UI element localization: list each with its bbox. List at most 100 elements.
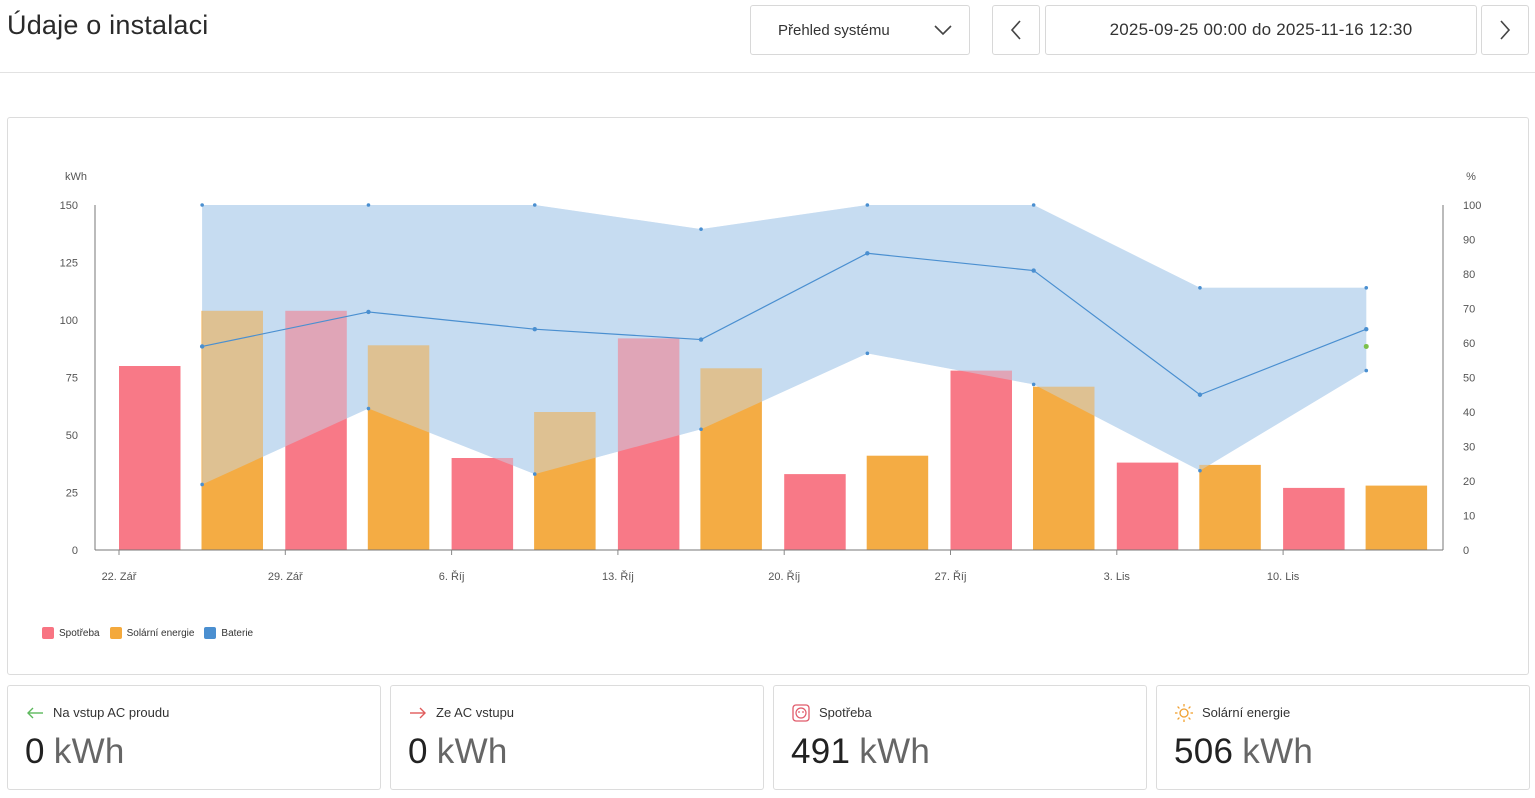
chevron-left-icon xyxy=(1010,20,1021,40)
battery-min-point[interactable] xyxy=(366,406,371,411)
battery-current-point[interactable] xyxy=(1363,343,1369,349)
chart-card: kWh% 0 25 50 75 100 125 150 0 10 20 30 40 50 60 70 80 90 1… xyxy=(7,117,1529,675)
stat-card-1: Na vstup AC proudu 0 kWh xyxy=(7,685,381,790)
y-left-unit-label: kWh xyxy=(65,171,87,183)
battery-min-point[interactable] xyxy=(865,351,870,356)
battery-average-point[interactable] xyxy=(698,337,704,342)
battery-average-point[interactable] xyxy=(865,251,870,256)
battery-range-band xyxy=(202,205,1367,485)
battery-average-point[interactable] xyxy=(1031,268,1036,273)
stat-number: 0 xyxy=(25,732,45,771)
consumption-bar[interactable] xyxy=(451,458,514,550)
solar-bar[interactable] xyxy=(201,310,264,550)
battery-average-point[interactable] xyxy=(532,327,537,332)
y-right-tick-label: 30 xyxy=(1463,442,1475,454)
legend-item[interactable]: Spotřeba xyxy=(42,627,100,639)
y-right-tick-label: 90 xyxy=(1463,235,1475,247)
stat-value: 0 kWh xyxy=(25,732,125,772)
y-right-tick-label: 40 xyxy=(1463,407,1475,419)
battery-min-point[interactable] xyxy=(1198,468,1202,473)
solar-bar[interactable] xyxy=(866,455,929,550)
battery-average-point[interactable] xyxy=(366,309,371,315)
battery-average-point[interactable] xyxy=(1364,327,1369,332)
y-right-tick-label: 60 xyxy=(1463,338,1475,350)
battery-max-point[interactable] xyxy=(865,203,870,207)
solar-bar[interactable] xyxy=(1365,485,1428,550)
x-tick-label: 3. Lis xyxy=(1104,571,1131,583)
y-right-unit-label: % xyxy=(1466,171,1476,183)
battery-average-point[interactable] xyxy=(1197,392,1203,397)
x-tick-label: 10. Lis xyxy=(1267,571,1300,583)
consumption-bar[interactable] xyxy=(617,338,680,550)
solar-bar[interactable] xyxy=(1033,386,1095,550)
page-title: Údaje o instalaci xyxy=(7,10,209,40)
arrow-left-icon xyxy=(25,703,45,723)
consumption-bar[interactable] xyxy=(1116,462,1179,550)
x-tick-label: 27. Říj xyxy=(935,570,967,583)
solar-bar[interactable] xyxy=(367,345,430,550)
battery-max-point[interactable] xyxy=(200,203,204,207)
consumption-bar[interactable] xyxy=(1283,487,1345,550)
stat-value: 506 kWh xyxy=(1174,732,1313,772)
stat-value: 491 kWh xyxy=(791,732,930,772)
stat-label: Spotřeba xyxy=(819,705,872,720)
chevron-right-icon xyxy=(1500,20,1511,40)
battery-average-point[interactable] xyxy=(199,344,205,349)
energy-chart[interactable]: kWh % 0 25 50 75 100 125 150 0 10 20 30 40 50 60 70 80 90 1… xyxy=(8,118,1530,618)
battery-max-point[interactable] xyxy=(1364,286,1369,290)
chart-legend: Spotřeba Solární energie Baterie xyxy=(42,627,253,639)
stat-card-3: Spotřeba 491 kWh xyxy=(773,685,1147,790)
legend-item[interactable]: Baterie xyxy=(204,627,253,639)
battery-min-point[interactable] xyxy=(699,427,703,432)
stat-unit: kWh xyxy=(53,732,125,771)
legend-item[interactable]: Solární energie xyxy=(109,627,194,639)
socket-icon xyxy=(791,703,811,723)
y-left-tick-label: 75 xyxy=(66,373,78,385)
stat-unit: kWh xyxy=(1242,732,1314,771)
next-period-button[interactable] xyxy=(1481,5,1529,55)
battery-min-point[interactable] xyxy=(532,472,537,476)
date-range-picker[interactable]: 2025-09-25 00:00 do 2025-11-16 12:30 xyxy=(1045,5,1477,55)
battery-max-point[interactable] xyxy=(699,227,703,231)
legend-label: Spotřeba xyxy=(59,627,100,639)
battery-max-point[interactable] xyxy=(1031,203,1036,207)
view-select-label: Přehled systému xyxy=(778,21,890,39)
y-left-tick-label: 25 xyxy=(66,488,78,500)
battery-range-overlay xyxy=(202,205,1367,485)
solar-bar[interactable] xyxy=(534,412,596,550)
battery-min-point[interactable] xyxy=(200,482,204,487)
solar-bar[interactable] xyxy=(700,368,762,550)
y-right-tick-label: 100 xyxy=(1463,200,1481,212)
view-select[interactable]: Přehled systému xyxy=(750,5,970,55)
legend-swatch xyxy=(42,627,54,639)
chevron-down-icon xyxy=(934,25,952,36)
stat-label: Solární energie xyxy=(1202,705,1291,720)
stat-label: Na vstup AC proudu xyxy=(53,705,170,720)
y-left-tick-label: 0 xyxy=(72,545,78,557)
stat-number: 0 xyxy=(408,732,428,771)
consumption-bar[interactable] xyxy=(784,474,846,550)
y-left-tick-label: 125 xyxy=(60,258,78,270)
consumption-bar[interactable] xyxy=(950,370,1013,550)
battery-max-point[interactable] xyxy=(366,203,371,207)
y-left-tick-label: 100 xyxy=(60,315,78,327)
x-tick-label: 6. Říj xyxy=(439,570,465,583)
sun-icon xyxy=(1174,703,1194,723)
y-right-tick-label: 50 xyxy=(1463,373,1475,385)
y-left-tick-label: 150 xyxy=(60,200,78,212)
x-tick-label: 13. Říj xyxy=(602,570,634,583)
stat-card-4: Solární energie 506 kWh xyxy=(1156,685,1530,790)
consumption-bar[interactable] xyxy=(119,366,181,550)
y-right-tick-label: 10 xyxy=(1463,511,1475,523)
y-right-tick-label: 80 xyxy=(1463,269,1475,281)
consumption-bar[interactable] xyxy=(285,310,347,550)
y-right-tick-label: 20 xyxy=(1463,476,1475,488)
battery-min-point[interactable] xyxy=(1364,368,1369,373)
battery-max-point[interactable] xyxy=(532,203,537,207)
battery-max-point[interactable] xyxy=(1198,286,1202,290)
arrow-right-icon xyxy=(408,703,428,723)
previous-period-button[interactable] xyxy=(992,5,1040,55)
battery-min-point[interactable] xyxy=(1031,382,1036,387)
stat-unit: kWh xyxy=(436,732,508,771)
solar-bar[interactable] xyxy=(1199,464,1261,550)
